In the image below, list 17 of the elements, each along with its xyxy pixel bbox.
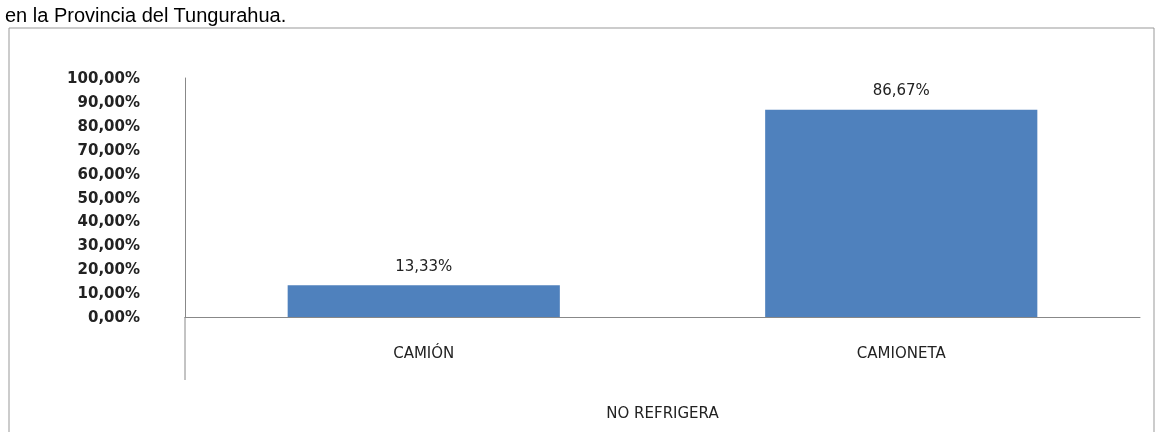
y-tick-label: 20,00% <box>77 260 140 279</box>
y-tick-label: 70,00% <box>77 140 140 159</box>
y-tick-label: 10,00% <box>77 284 140 303</box>
data-label: 13,33% <box>395 256 453 275</box>
y-tick-label: 0,00% <box>87 308 140 326</box>
y-tick-label: 90,00% <box>77 92 140 111</box>
y-tick-label: 40,00% <box>77 212 140 231</box>
y-tick-label: 30,00% <box>77 236 140 255</box>
y-tick-label: 100,00% <box>67 69 140 87</box>
y-tick-label: 60,00% <box>77 164 140 183</box>
data-label: 86,67% <box>872 81 930 100</box>
x-tick-label: CAMIÓN <box>393 342 455 362</box>
y-tick-label: 50,00% <box>77 188 140 207</box>
y-tick-label: 80,00% <box>77 116 140 135</box>
x-tick-label: CAMIONETA <box>856 343 947 362</box>
chart-title: en la Provincia del Tungurahua. <box>5 4 287 26</box>
x-axis-title: NO REFRIGERA <box>606 403 720 422</box>
